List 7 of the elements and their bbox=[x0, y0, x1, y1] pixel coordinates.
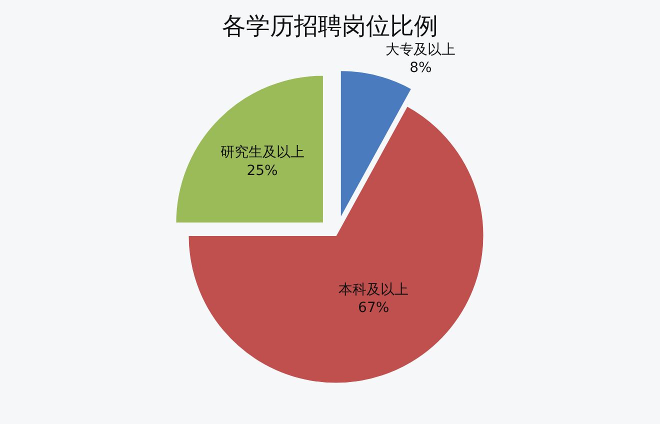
chart-title: 各学历招聘岗位比例 bbox=[222, 12, 438, 40]
data-label: 67% bbox=[358, 300, 390, 316]
slice-label: 研究生及以上 bbox=[220, 144, 304, 161]
slice-label: 本科及以上 bbox=[338, 282, 409, 298]
data-label: 8% bbox=[410, 60, 432, 76]
slice-label: 大专及以上 bbox=[386, 42, 456, 58]
data-label: 25% bbox=[246, 162, 278, 179]
